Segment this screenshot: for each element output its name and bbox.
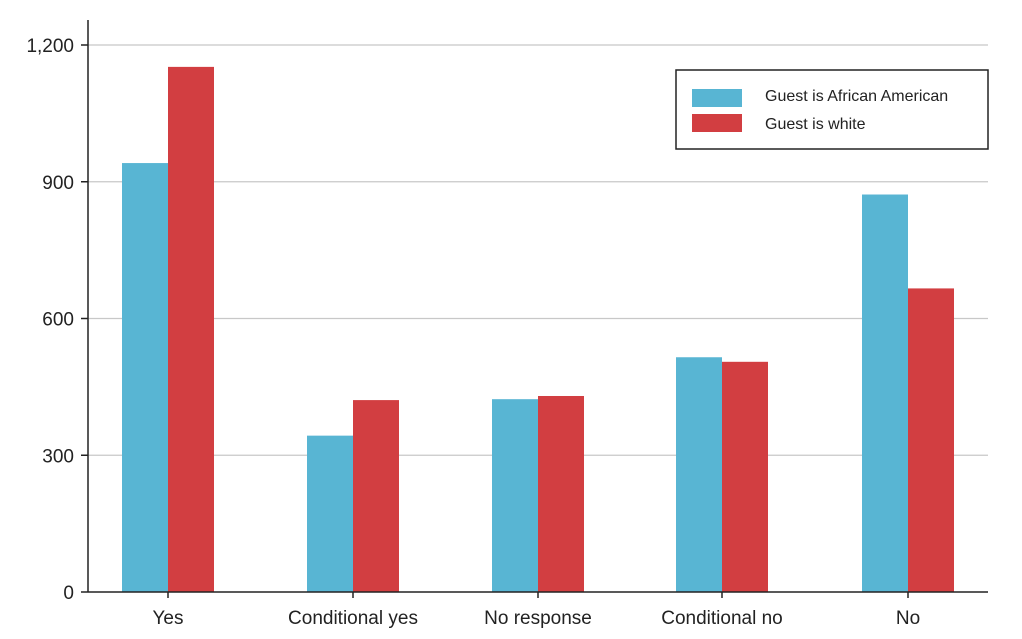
bar-conditional-no-series-0 bbox=[676, 357, 722, 592]
bar-conditional-no-series-1 bbox=[722, 361, 768, 592]
bar-no-response-series-0 bbox=[492, 399, 538, 592]
bar-no-response-series-1 bbox=[538, 395, 584, 592]
y-tick-label: 0 bbox=[63, 583, 74, 604]
bar-no-series-0 bbox=[862, 194, 908, 592]
bar-yes-series-0 bbox=[122, 163, 168, 592]
x-axis-labels: Yes Conditional yes No response Conditional… bbox=[153, 592, 920, 629]
legend-label-african-american: Guest is African American bbox=[765, 88, 948, 105]
legend-box bbox=[675, 69, 989, 150]
y-tick-label: 300 bbox=[42, 446, 74, 467]
x-tick-label: No response bbox=[484, 608, 592, 629]
x-tick-label: Yes bbox=[153, 608, 184, 629]
legend-label-white: Guest is white bbox=[765, 116, 866, 133]
x-tick-label: Conditional no bbox=[661, 608, 782, 629]
bars bbox=[122, 66, 954, 592]
bar-no-series-1 bbox=[908, 288, 954, 592]
bar-yes-series-1 bbox=[168, 66, 214, 592]
bar-conditional-yes-series-1 bbox=[353, 400, 399, 592]
legend-swatch-white bbox=[692, 114, 742, 132]
y-tick-label: 900 bbox=[42, 173, 74, 194]
bar-conditional-yes-series-0 bbox=[307, 435, 353, 592]
legend-swatch-african-american bbox=[692, 89, 742, 107]
legend: Guest is African American Guest is white bbox=[675, 69, 989, 150]
y-tick-label: 600 bbox=[42, 310, 74, 331]
y-tick-label: 1,200 bbox=[26, 36, 74, 57]
y-axis-ticks: 0 300 600 900 1,200 bbox=[26, 36, 88, 604]
x-tick-label: No bbox=[896, 608, 920, 629]
x-tick-label: Conditional yes bbox=[288, 608, 418, 629]
